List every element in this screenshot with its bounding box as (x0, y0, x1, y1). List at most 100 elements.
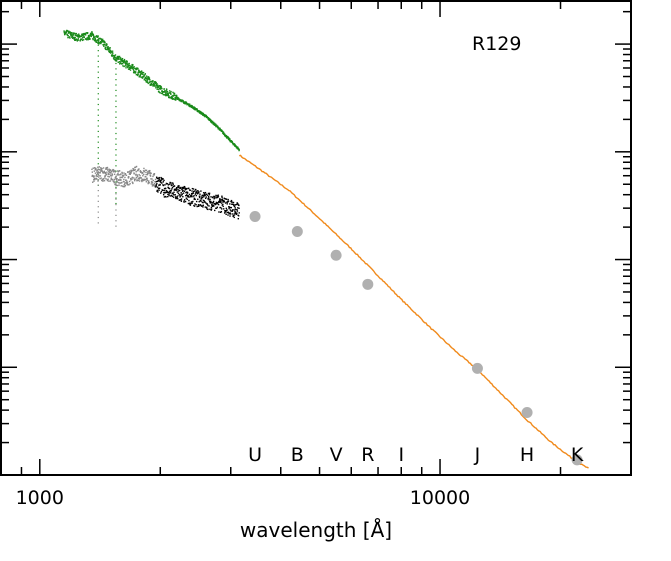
uv-dimmed-point (145, 173, 147, 176)
uv-dimmed-point (113, 170, 115, 173)
uv-bright-point (97, 44, 99, 46)
uv-bright-point (82, 33, 85, 36)
uv-bright-point (82, 36, 84, 39)
uv-dimmed-point (126, 183, 129, 185)
uv-dimmed-point (177, 188, 179, 191)
uv-bright-point (156, 83, 158, 85)
uv-dimmed-point (221, 195, 223, 197)
uv-bright-point (81, 39, 84, 42)
uv-bright-point (132, 64, 134, 66)
uv-dimmed-point (145, 169, 148, 172)
uv-dimmed-point (214, 209, 216, 212)
uv-dimmed-point (215, 194, 217, 197)
uv-dimmed-point (233, 209, 235, 211)
uv-bright-point (146, 78, 148, 80)
uv-dimmed-point (217, 196, 220, 198)
uv-bright-point (164, 94, 167, 96)
uv-dimmed-point (161, 182, 163, 184)
uv-dimmed-point (229, 203, 231, 205)
uv-bright-point (110, 51, 113, 53)
uv-bright-point (71, 36, 73, 39)
uv-bright-point (115, 79, 117, 81)
uv-dimmed-point (198, 191, 200, 193)
uv-bright-point (188, 103, 190, 105)
uv-bright-point (114, 54, 117, 56)
uv-bright-point (163, 91, 165, 93)
uv-dimmed-point (176, 191, 178, 193)
uv-dimmed-point (226, 201, 229, 203)
uv-dimmed-point (221, 204, 223, 206)
uv-bright-point (115, 73, 117, 75)
uv-dimmed-point (222, 205, 224, 208)
uv-bright-point (73, 37, 76, 39)
uv-dimmed-point (211, 201, 213, 204)
uv-bright-point (129, 64, 131, 67)
uv-dimmed-point (220, 210, 223, 213)
uv-dimmed-point (178, 185, 180, 187)
uv-dimmed-point (108, 170, 111, 172)
uv-dimmed-point (210, 196, 212, 198)
uv-dimmed-point (162, 178, 164, 180)
uv-dimmed-point (153, 184, 155, 187)
uv-dimmed-point (166, 183, 169, 185)
uv-dimmed-point (227, 200, 230, 202)
photometry-point (471, 362, 483, 374)
uv-dimmed-point (219, 211, 222, 213)
uv-dimmed-point (230, 213, 232, 215)
uv-bright-point (228, 137, 230, 139)
uv-bright-point (115, 127, 117, 129)
uv-dimmed-point (202, 192, 205, 194)
uv-dimmed-point (103, 177, 105, 180)
uv-dimmed-point (209, 208, 211, 211)
uv-dimmed-point (151, 182, 154, 184)
uv-dimmed-point (130, 179, 132, 181)
uv-bright-point (112, 55, 115, 57)
uv-bright-point (121, 63, 123, 65)
uv-dimmed-point (215, 207, 217, 209)
uv-bright-point (114, 56, 116, 59)
uv-dimmed-point (223, 212, 226, 214)
uv-bright-point (119, 61, 121, 63)
uv-bright-point (68, 30, 70, 33)
uv-bright-point (63, 32, 66, 34)
uv-bright-point (80, 35, 83, 37)
uv-dimmed-point (199, 195, 201, 197)
uv-dimmed-point (195, 200, 198, 203)
uv-bright-point (82, 39, 85, 41)
uv-dimmed-point (163, 187, 166, 190)
uv-bright-point (97, 120, 99, 122)
uv-bright-point (137, 67, 139, 70)
uv-bright-point (77, 39, 79, 41)
uv-dimmed-point (158, 189, 160, 191)
uv-bright-point (66, 30, 69, 32)
uv-bright-point (115, 95, 117, 97)
uv-dimmed-point (201, 196, 203, 198)
uv-bright-point (116, 57, 118, 59)
uv-bright-point (180, 100, 183, 103)
uv-dimmed-point (114, 171, 116, 173)
uv-dimmed-point (125, 174, 128, 177)
uv-dimmed-point (187, 195, 189, 197)
uv-bright-point (97, 41, 100, 43)
uv-dimmed-point (119, 178, 121, 180)
uv-bright-point (86, 38, 88, 41)
uv-dimmed-point (103, 179, 106, 182)
axis-ticks (0, 1, 632, 476)
uv-dimmed-point (179, 199, 181, 201)
uv-dimmed-point (181, 186, 184, 189)
uv-dimmed-point (233, 205, 235, 207)
uv-bright-point (159, 85, 161, 87)
uv-bright-point (115, 197, 117, 199)
uv-bright-point (87, 35, 90, 37)
uv-dimmed-point (97, 200, 99, 202)
uv-dimmed-point (136, 175, 139, 177)
uv-dimmed-point (238, 207, 240, 210)
uv-dimmed-point (205, 202, 207, 204)
uv-dimmed-point (154, 180, 156, 183)
uv-dimmed-point (208, 197, 210, 199)
uv-dimmed-point (115, 220, 117, 222)
uv-dimmed-point (192, 192, 195, 194)
uv-bright-point (104, 41, 106, 44)
uv-dimmed-point (224, 209, 227, 212)
uv-dimmed-point (129, 173, 131, 175)
